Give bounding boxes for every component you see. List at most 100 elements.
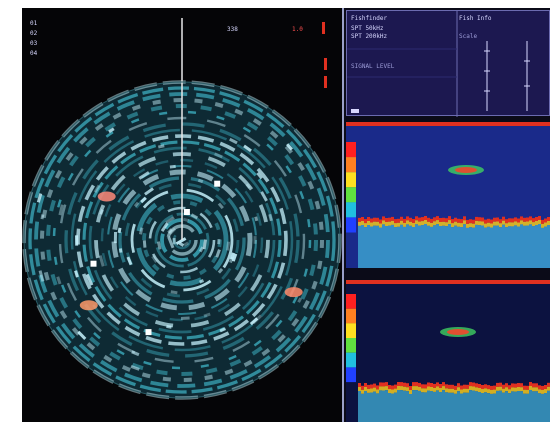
echo-lower-bottom-red [478,384,481,388]
echo-upper-bottom-yellow [436,220,439,225]
echo-upper-bottom-cyan [364,227,367,268]
echo-lower-bottom-yellow [403,386,406,391]
sonar-echo [214,152,223,159]
sonar-target-mark [183,209,190,215]
echo-lower-bottom-red [457,383,460,388]
echo-upper-bottom-red [526,217,529,222]
echo-lower-bottom-red [544,385,547,389]
sonar-ring [130,188,234,292]
echo-lower-color-scale-step [346,308,356,324]
echo-upper-bottom-red [433,217,436,222]
echo-upper-bottom-cyan [358,225,361,268]
sonar-echo [93,184,101,194]
echo-lower-bottom-yellow [418,386,421,391]
echo-lower-bottom-yellow [511,387,514,392]
echo-lower-bottom-yellow [376,389,379,394]
echo-lower-bottom-red [508,385,511,390]
echo-upper-bottom-red [385,218,388,222]
echo-upper-bottom-red [460,219,463,224]
echo-upper-bottom-yellow [358,221,361,226]
echo-lower-bottom-red [496,382,499,387]
echo-lower-bottom-red [532,383,535,388]
echo-lower-bottom-yellow [361,389,364,394]
echo-upper-bottom-red [529,216,532,221]
sonar-echo [133,201,140,208]
echo-upper-bottom-yellow [403,222,406,227]
echo-lower-bottom-yellow [535,387,538,392]
sonar-echo [286,143,293,151]
echo-upper-bottom-cyan [472,227,475,268]
echo-upper-bottom-cyan [496,225,499,268]
sonar-target-mark [214,180,221,187]
echo-upper-bottom-cyan [421,225,424,268]
sonar-echo [215,249,221,258]
echo-upper-bottom-cyan [430,226,433,268]
echo-lower-bottom-cyan [505,391,508,422]
sonar-echo [166,324,172,329]
echogram-upper[interactable] [346,122,550,268]
echo-upper-bottom-red [358,217,361,222]
sonar-echo [167,236,175,249]
echo-upper-bottom-red [361,217,364,221]
echo-upper-bottom-cyan [415,224,418,268]
echo-upper-bottom-red [496,217,499,222]
echo-upper-bottom-red [415,216,418,221]
echo-upper-bottom-red [406,216,409,221]
echo-lower-bottom-cyan [457,391,460,422]
echo-lower-bottom-cyan [421,392,424,422]
echo-lower-bottom-cyan [394,392,397,422]
echo-upper-bottom-red [472,219,475,224]
sonar-echo [229,137,238,145]
echo-upper-bottom-yellow [517,222,520,227]
echo-lower-bottom-cyan [358,391,361,422]
echo-upper-bottom-red [400,216,403,221]
echo-lower-bottom-cyan [532,391,535,422]
echo-lower-bottom-red [439,384,442,388]
sonar-echo [144,187,154,196]
sonar-echo [40,214,45,220]
echo-upper-bottom-cyan [526,225,529,268]
echo-lower-bottom-cyan [475,391,478,422]
echo-lower-bottom-red [448,384,451,389]
echo-upper-bottom-red [457,218,460,223]
sonar-echo [131,350,140,357]
echo-upper-bottom-red [535,217,538,221]
echo-lower-bottom-cyan [445,392,448,422]
echo-upper-bottom-cyan [397,226,400,268]
echo-upper-bottom-red [442,217,445,222]
echo-lower-bottom-red [406,383,409,388]
echo-upper-bottom-yellow [505,223,508,228]
echo-lower-bottom-red [418,382,421,387]
sonar-circle[interactable] [22,8,342,422]
echo-upper-bottom-yellow [394,223,397,228]
echo-lower-bottom-cyan [463,392,466,422]
echo-upper-bottom-yellow [541,223,544,228]
echo-upper-bottom-cyan [463,224,466,268]
echo-upper-bottom-cyan [454,225,457,268]
echo-lower-bottom-red [424,384,427,389]
echo-lower-bottom-yellow [460,389,463,394]
echo-upper-bottom-red [544,218,547,223]
echo-upper-bottom-yellow [463,220,466,225]
echo-lower-bottom-yellow [433,387,436,392]
sonar-target-mark [90,260,97,267]
sonar-echo [108,127,115,134]
echogram-lower[interactable] [346,280,550,422]
echo-lower-bottom-cyan [439,392,442,422]
echo-lower-bottom-yellow [409,390,412,394]
echo-lower-bottom-yellow [526,389,529,394]
echo-upper-bottom-red [478,217,481,222]
echo-lower-bottom-cyan [361,393,364,422]
echo-upper-bottom-cyan [493,225,496,268]
sonar-echo [74,270,79,278]
echo-lower-bottom-cyan [523,393,526,422]
echo-lower-bottom-yellow [481,389,484,393]
echo-lower-bottom-cyan [499,390,502,422]
echo-lower-bottom-red [484,384,487,389]
echo-upper-bottom-yellow [475,220,478,225]
sonar-ring [52,110,312,370]
echo-upper-bottom-yellow [373,221,376,226]
echo-upper-bottom-yellow [478,221,481,226]
echo-upper-bottom-yellow [472,223,475,228]
sonar-echo [217,238,221,245]
